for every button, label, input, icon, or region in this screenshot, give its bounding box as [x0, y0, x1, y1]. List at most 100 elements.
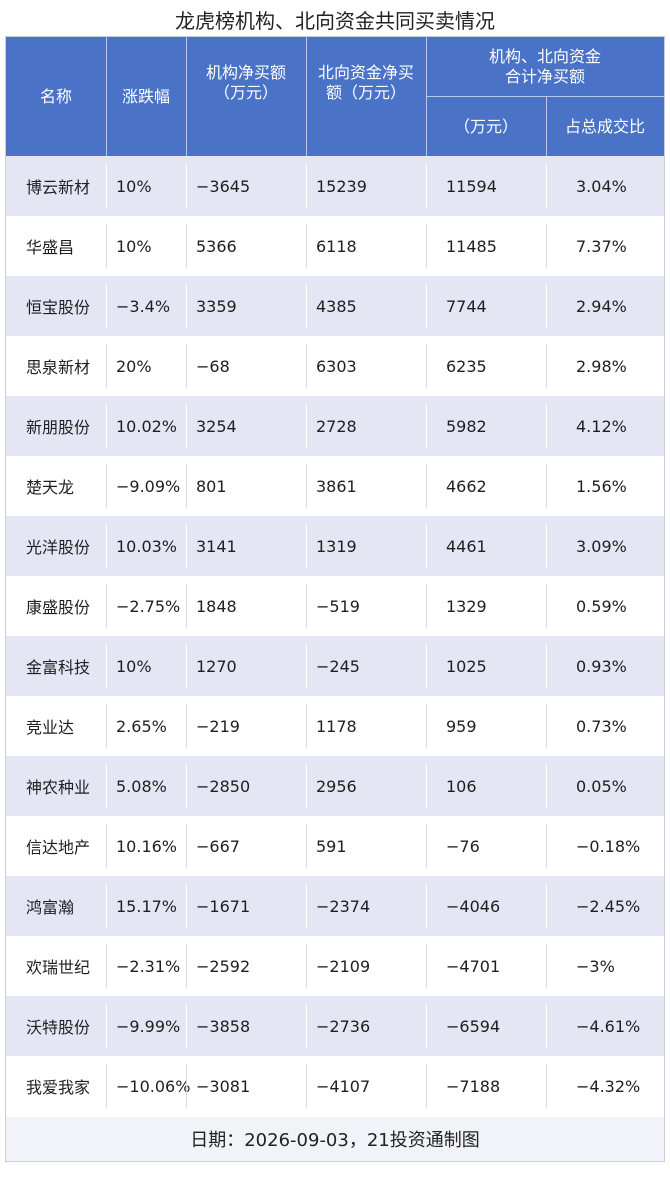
table-row: 博云新材 10% −3645 15239 11594 3.04% [6, 156, 664, 216]
column-divider [186, 764, 187, 808]
header-inst-line2: （万元） [213, 83, 278, 102]
cell-ratio: 3.04% [576, 176, 627, 196]
column-divider [546, 824, 547, 868]
table-row: 康盛股份 −2.75% 1848 −519 1329 0.59% [6, 576, 664, 636]
cell-ratio: −0.18% [576, 836, 641, 856]
cell-combined-net-buy: 11594 [446, 176, 497, 196]
column-divider [186, 344, 187, 388]
cell-combined-net-buy: 5982 [446, 416, 487, 436]
column-divider [426, 404, 427, 448]
cell-ratio: −3% [576, 956, 615, 976]
column-divider [106, 584, 107, 628]
column-divider [186, 824, 187, 868]
cell-north-net-buy: −4107 [316, 1076, 371, 1096]
cell-inst-net-buy: −2592 [196, 956, 251, 976]
column-divider [426, 1004, 427, 1048]
table-row: 欢瑞世纪 −2.31% −2592 −2109 −4701 −3% [6, 936, 664, 996]
cell-combined-net-buy: 106 [446, 776, 477, 796]
column-divider [306, 704, 307, 748]
cell-combined-net-buy: 4461 [446, 536, 487, 556]
table-header: 名称 涨跌幅 机构净买额 （万元） 北向资金净买 额（万元） 机构、北向资金 合… [6, 37, 664, 156]
table-row: 沃特股份 −9.99% −3858 −2736 −6594 −4.61% [6, 996, 664, 1056]
cell-north-net-buy: 15239 [316, 176, 367, 196]
column-divider [546, 944, 547, 988]
column-divider [186, 464, 187, 508]
column-divider [426, 764, 427, 808]
column-divider [426, 224, 427, 268]
cell-north-net-buy: 6118 [316, 236, 357, 256]
cell-name: 神农种业 [26, 778, 91, 797]
table-row: 神农种业 5.08% −2850 2956 106 0.05% [6, 756, 664, 816]
cell-name: 楚天龙 [26, 478, 75, 497]
cell-ratio: −4.61% [576, 1016, 641, 1036]
cell-name: 鸿富瀚 [26, 898, 75, 917]
cell-inst-net-buy: −1671 [196, 896, 251, 916]
column-divider [106, 164, 107, 208]
cell-change: 20% [116, 356, 152, 376]
cell-combined-net-buy: −7188 [446, 1076, 501, 1096]
column-divider [546, 704, 547, 748]
column-divider [306, 524, 307, 568]
table-row: 思泉新材 20% −68 6303 6235 2.98% [6, 336, 664, 396]
cell-inst-net-buy: −3645 [196, 176, 251, 196]
cell-ratio: 0.05% [576, 776, 627, 796]
column-divider [306, 944, 307, 988]
header-combined: 机构、北向资金 合计净买额 [426, 45, 664, 89]
cell-change: −2.75% [116, 596, 181, 616]
cell-combined-net-buy: 11485 [446, 236, 497, 256]
cell-ratio: 0.59% [576, 596, 627, 616]
cell-combined-net-buy: 1329 [446, 596, 487, 616]
column-divider [106, 524, 107, 568]
column-divider [106, 944, 107, 988]
column-divider [306, 644, 307, 688]
cell-ratio: 1.56% [576, 476, 627, 496]
column-divider [426, 1064, 427, 1108]
column-divider [546, 344, 547, 388]
column-divider [106, 1004, 107, 1048]
cell-north-net-buy: 1178 [316, 716, 357, 736]
column-divider [546, 404, 547, 448]
cell-change: 5.08% [116, 776, 167, 796]
cell-inst-net-buy: 801 [196, 476, 227, 496]
cell-name: 欢瑞世纪 [26, 958, 91, 977]
header-divider [106, 37, 107, 156]
column-divider [426, 524, 427, 568]
cell-change: −3.4% [116, 296, 171, 316]
column-divider [186, 644, 187, 688]
column-divider [546, 464, 547, 508]
cell-name: 我爱我家 [26, 1078, 91, 1097]
cell-north-net-buy: −2736 [316, 1016, 371, 1036]
column-divider [426, 944, 427, 988]
cell-combined-net-buy: −76 [446, 836, 480, 856]
cell-north-net-buy: 4385 [316, 296, 357, 316]
cell-name: 思泉新材 [26, 358, 91, 377]
footer-note: 日期：2026-09-03，21投资通制图 [6, 1117, 664, 1161]
cell-combined-net-buy: −4701 [446, 956, 501, 976]
cell-combined-net-buy: 1025 [446, 656, 487, 676]
cell-inst-net-buy: −68 [196, 356, 230, 376]
cell-change: 15.17% [116, 896, 178, 916]
header-combined-ratio: 占总成交比 [564, 116, 645, 136]
cell-name: 华盛昌 [26, 238, 75, 257]
cell-inst-net-buy: 1270 [196, 656, 237, 676]
header-combined-line1: 机构、北向资金 [488, 47, 601, 66]
cell-combined-net-buy: 7744 [446, 296, 487, 316]
column-divider [426, 704, 427, 748]
column-divider [426, 884, 427, 928]
cell-ratio: 3.09% [576, 536, 627, 556]
cell-change: 10% [116, 236, 152, 256]
cell-inst-net-buy: −3081 [196, 1076, 251, 1096]
column-divider [546, 884, 547, 928]
column-divider [106, 464, 107, 508]
header-inst: 机构净买额 （万元） [186, 63, 306, 103]
cell-combined-net-buy: 959 [446, 716, 477, 736]
cell-change: 10% [116, 176, 152, 196]
cell-ratio: 2.94% [576, 296, 627, 316]
cell-inst-net-buy: 3141 [196, 536, 237, 556]
column-divider [106, 224, 107, 268]
cell-north-net-buy: −2374 [316, 896, 371, 916]
cell-north-net-buy: 3861 [316, 476, 357, 496]
cell-name: 博云新材 [26, 178, 91, 197]
column-divider [106, 704, 107, 748]
